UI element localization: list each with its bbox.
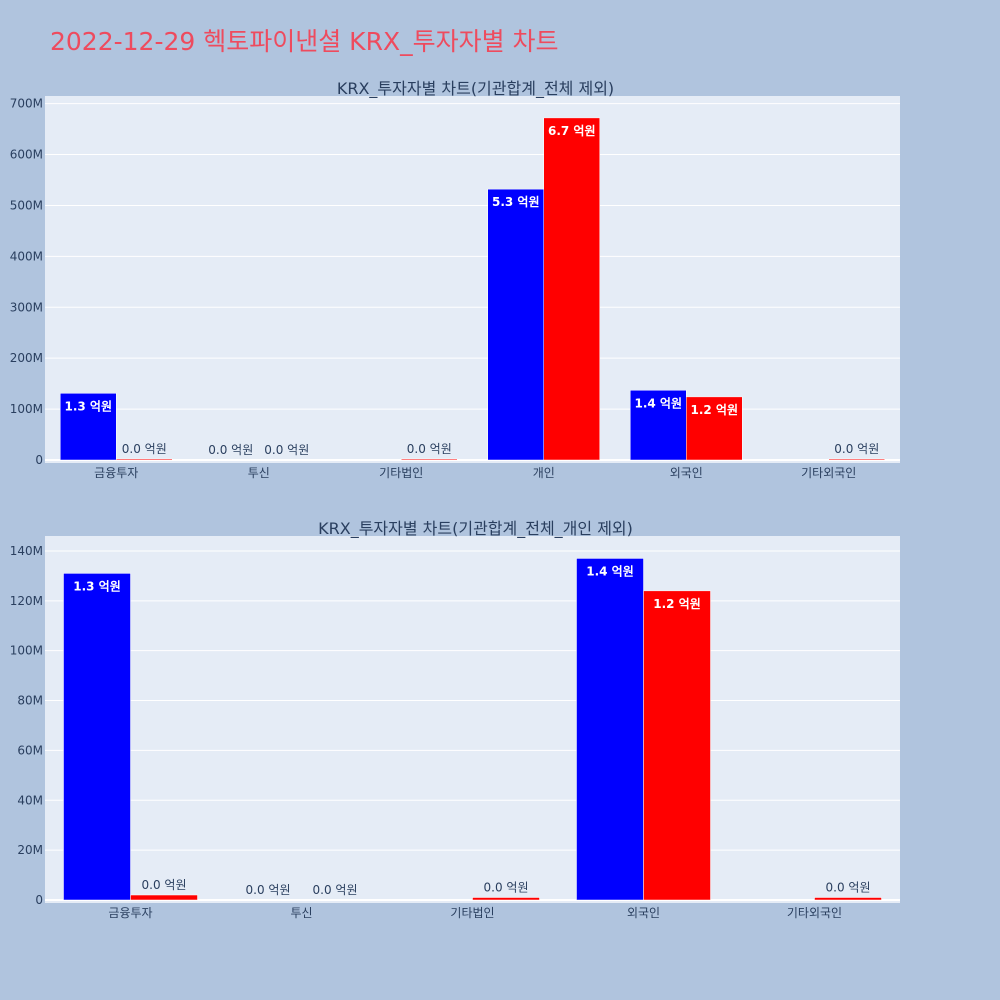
- chart-title: KRX_투자자별 차트(기관합계_전체 제외): [337, 79, 614, 99]
- y-tick-label: 0: [35, 453, 43, 467]
- y-tick-label: 0: [35, 893, 43, 907]
- chart-title: KRX_투자자별 차트(기관합계_전체_개인 제외): [318, 519, 633, 539]
- data-label: 5.3 억원: [492, 195, 540, 209]
- x-tick-label: 기타외국인: [801, 466, 856, 480]
- data-label: 0.0 억원: [246, 883, 291, 897]
- x-tick-label: 외국인: [670, 466, 703, 480]
- bar-buy: [630, 390, 687, 461]
- data-label: 0.0 억원: [208, 443, 253, 457]
- y-tick-label: 200M: [10, 351, 43, 365]
- bar-buy: [60, 393, 117, 461]
- data-label: 1.2 억원: [690, 403, 738, 417]
- bar-sell: [543, 117, 600, 461]
- data-label: 1.3 억원: [64, 399, 112, 413]
- plot-area: [45, 536, 900, 903]
- y-tick-label: 100M: [10, 402, 43, 416]
- x-tick-label: 금융투자: [108, 906, 152, 920]
- bar-sell: [828, 458, 885, 461]
- data-label: 1.4 억원: [586, 564, 634, 578]
- bar-sell: [643, 590, 711, 901]
- y-tick-label: 80M: [17, 694, 43, 708]
- bar-sell: [686, 396, 743, 461]
- data-label: 0.0 억원: [122, 442, 167, 456]
- plot-area: [45, 96, 900, 463]
- x-tick-label: 금융투자: [94, 466, 138, 480]
- bar-sell: [116, 458, 173, 461]
- bar-buy: [63, 573, 131, 901]
- data-label: 0.0 억원: [484, 881, 529, 895]
- x-tick-label: 외국인: [627, 906, 660, 920]
- data-label: 0.0 억원: [264, 443, 309, 457]
- x-tick-label: 투신: [248, 466, 270, 480]
- data-label: 1.3 억원: [73, 579, 121, 593]
- y-tick-label: 500M: [10, 198, 43, 212]
- y-tick-label: 700M: [10, 97, 43, 111]
- y-tick-label: 300M: [10, 300, 43, 314]
- y-tick-label: 60M: [17, 743, 43, 757]
- bar-buy: [576, 558, 644, 901]
- bar-buy: [487, 188, 544, 461]
- x-tick-label: 기타법인: [379, 466, 423, 480]
- page-title: 2022-12-29 헥토파이낸셜 KRX_투자자별 차트: [50, 27, 559, 56]
- y-tick-label: 120M: [10, 594, 43, 608]
- x-tick-label: 기타법인: [450, 906, 494, 920]
- y-tick-label: 400M: [10, 249, 43, 263]
- chart-bottom: KRX_투자자별 차트(기관합계_전체_개인 제외) 0 20M 40M 60M 80M 1…: [10, 519, 900, 920]
- bar-sell: [814, 897, 882, 901]
- bar-sell: [130, 894, 198, 901]
- data-label: 1.4 억원: [634, 396, 682, 410]
- data-label: 0.0 억원: [834, 442, 879, 456]
- y-tick-label: 20M: [17, 843, 43, 857]
- x-tick-label: 개인: [533, 466, 555, 480]
- y-tick-label: 40M: [17, 793, 43, 807]
- chart-top: KRX_투자자별 차트(기관합계_전체 제외) 0 100M 200M 300M 400M…: [10, 79, 900, 480]
- data-label: 0.0 억원: [407, 442, 452, 456]
- bar-sell: [401, 458, 458, 461]
- y-tick-label: 100M: [10, 644, 43, 658]
- y-tick-label: 600M: [10, 148, 43, 162]
- data-label: 0.0 억원: [142, 878, 187, 892]
- data-label: 0.0 억원: [826, 881, 871, 895]
- bar-sell: [472, 897, 540, 901]
- y-tick-label: 140M: [10, 544, 43, 558]
- data-label: 6.7 억원: [548, 124, 596, 138]
- x-tick-label: 기타외국인: [787, 906, 842, 920]
- data-label: 1.2 억원: [653, 597, 701, 611]
- x-tick-label: 투신: [290, 906, 312, 920]
- data-label: 0.0 억원: [313, 883, 358, 897]
